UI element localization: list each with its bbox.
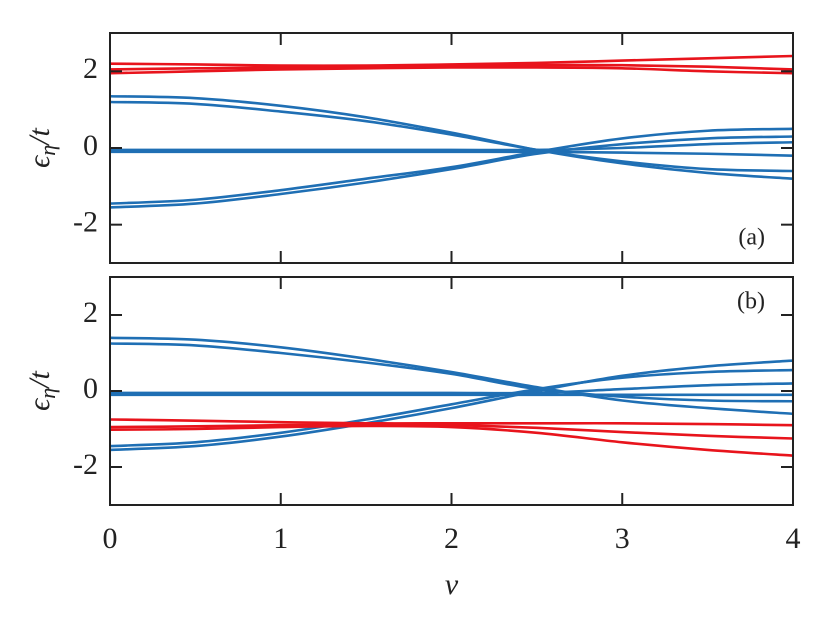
panel-label: (a) (738, 225, 765, 251)
y-label-symbol: ϵ (23, 154, 56, 168)
band-line (109, 100, 794, 173)
y-tick-label: 0 (83, 129, 98, 162)
band-line (109, 63, 794, 71)
band-line (109, 54, 794, 68)
band-line (109, 418, 794, 427)
x-tick-label: 3 (615, 522, 630, 555)
panel: -2 0 2 (a) ϵη/t (23, 32, 794, 264)
y-label-subscript: η (35, 145, 60, 156)
band-line (109, 66, 794, 75)
x-axis-label: ν (445, 568, 459, 601)
band-line (109, 382, 794, 395)
axes-frame (109, 276, 794, 506)
y-tick-label: 2 (83, 52, 98, 85)
x-tick-label: 2 (444, 522, 459, 555)
y-tick-label: 0 (83, 372, 98, 405)
band-line (109, 359, 794, 452)
y-tick-label: -2 (73, 448, 98, 481)
x-tick-label: 0 (103, 522, 118, 555)
band-line (109, 140, 794, 152)
panel-label: (b) (737, 289, 765, 315)
y-tick-label: 2 (83, 296, 98, 329)
band-line (109, 423, 794, 440)
y-axis-label: ϵη/t (23, 127, 60, 167)
band-line (109, 127, 794, 205)
band-line (110, 150, 794, 157)
y-tick-label: -2 (73, 206, 98, 239)
x-tick-label: 1 (273, 522, 288, 555)
x-tick-label: 4 (786, 522, 801, 555)
y-label-rest: /t (23, 370, 56, 389)
y-label-symbol: ϵ (23, 397, 56, 411)
band-line (109, 336, 794, 416)
y-label-subscript: η (35, 388, 60, 399)
band-line (109, 342, 794, 403)
band-line (109, 94, 794, 180)
panel: 0 1 2 3 4 -2 0 2 (b) ϵη/t ν (23, 276, 801, 601)
y-axis-label: ϵη/t (23, 370, 60, 410)
band-line (109, 368, 794, 448)
band-line (109, 135, 794, 209)
y-label-rest: /t (23, 127, 56, 146)
band-line (109, 424, 794, 457)
